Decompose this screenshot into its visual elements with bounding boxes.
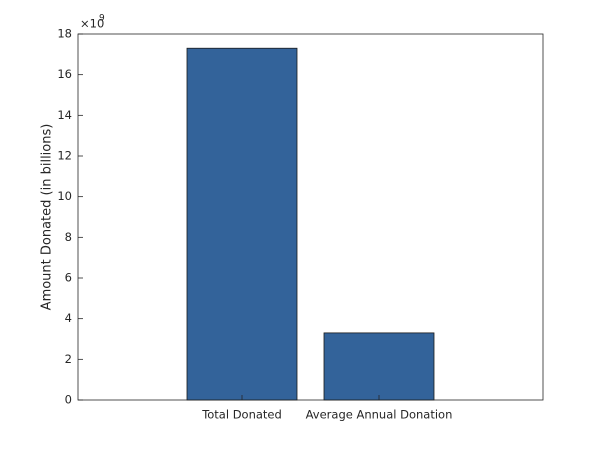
exponent-power: 9 xyxy=(99,14,105,24)
y-tick-label: 6 xyxy=(65,271,72,285)
bar xyxy=(323,332,435,401)
x-tick-label: Total Donated xyxy=(201,408,282,422)
y-tick-label: 10 xyxy=(57,189,72,203)
x-tick-label: Average Annual Donation xyxy=(306,408,453,422)
y-tick-label: 16 xyxy=(57,67,72,81)
y-tick-label: 18 xyxy=(57,27,72,41)
plot-box xyxy=(77,33,544,401)
y-tick-label: 0 xyxy=(65,393,72,407)
y-tick-label: 2 xyxy=(65,352,72,366)
y-tick-label: 4 xyxy=(65,311,72,325)
y-axis-label: Amount Donated (in billions) xyxy=(40,124,55,311)
y-tick-label: 8 xyxy=(65,230,72,244)
bar xyxy=(186,47,298,401)
y-tick-label: 14 xyxy=(57,108,72,122)
exponent-base: ×10 xyxy=(80,17,104,31)
y-tick-label: 12 xyxy=(57,149,72,163)
